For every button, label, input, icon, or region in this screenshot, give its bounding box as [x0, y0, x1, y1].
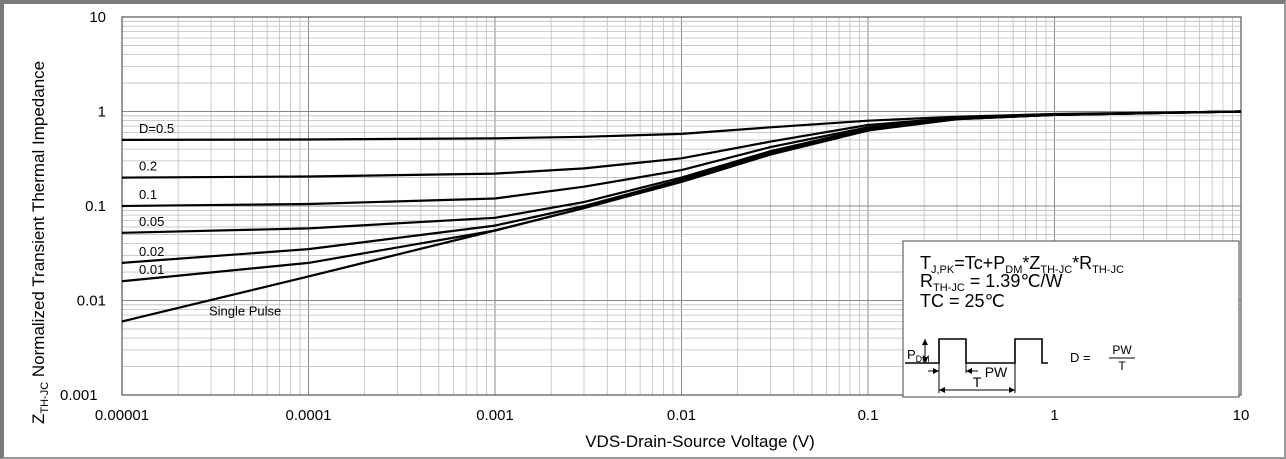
series-label: 0.01	[139, 262, 164, 277]
annotation-formula: TJ,PK=Tc+PDM*ZTH-JC*RTH-JC	[920, 253, 1124, 276]
series-label: 0.05	[139, 214, 164, 229]
t-arrowhead-left	[939, 387, 945, 393]
t-label: T	[973, 374, 982, 390]
x-tick-label: 0.1	[858, 407, 879, 424]
x-tick-label: 0.0001	[286, 407, 332, 424]
x-tick-label: 10	[1233, 407, 1250, 424]
y-tick-label: 1	[98, 104, 106, 121]
x-tick-label: 1	[1050, 407, 1058, 424]
y-tick-label: 10	[89, 9, 106, 26]
d-denominator: T	[1118, 359, 1126, 373]
x-tick-label: 0.001	[476, 407, 514, 424]
pw-arrowhead-left	[933, 368, 939, 374]
pulse-waveform	[905, 338, 1048, 364]
pw-arrowhead-right	[966, 368, 972, 374]
series-label: 0.1	[139, 187, 157, 202]
x-axis-label: VDS-Drain-Source Voltage (V)	[585, 432, 815, 451]
annotation-box: TJ,PK=Tc+PDM*ZTH-JC*RTH-JC RTH-JC = 1.39…	[902, 240, 1240, 398]
y-tick-label: 0.001	[60, 387, 98, 404]
d-equals: D =	[1070, 350, 1091, 365]
series-label: D=0.5	[139, 121, 174, 136]
y-tick-labels: 0.001 0.01 0.1 1 10	[60, 9, 106, 404]
d-numerator: PW	[1112, 343, 1132, 357]
x-tick-labels: 0.00001 0.0001 0.001 0.01 0.1 1 10	[95, 407, 1249, 424]
curves	[121, 110, 1242, 323]
y-tick-label: 0.1	[85, 198, 106, 215]
series-label: 0.2	[139, 159, 157, 174]
series-line	[121, 110, 1242, 323]
annotation-rth: RTH-JC = 1.39℃/W	[920, 271, 1063, 294]
pw-label: PW	[985, 364, 1008, 380]
pdm-arrow-up	[922, 339, 928, 345]
x-tick-label: 0.01	[667, 407, 696, 424]
pdm-arrow-down	[922, 357, 928, 363]
annotation-tc: TC = 25℃	[920, 291, 1005, 311]
x-tick-label: 0.00001	[95, 407, 149, 424]
y-tick-label: 0.01	[77, 293, 106, 310]
pdm-label: PDM	[907, 347, 930, 364]
y-axis-label: ZTH-JC Normalized Transient Thermal Impe…	[29, 61, 51, 424]
t-arrowhead-right	[1009, 387, 1015, 393]
series-label: 0.02	[139, 244, 164, 259]
annotation-box-frame	[902, 240, 1240, 398]
series-label: Single Pulse	[209, 303, 281, 318]
curve-labels: D=0.5 0.2 0.1 0.05 0.02 0.01 Single Pulse	[139, 121, 281, 319]
